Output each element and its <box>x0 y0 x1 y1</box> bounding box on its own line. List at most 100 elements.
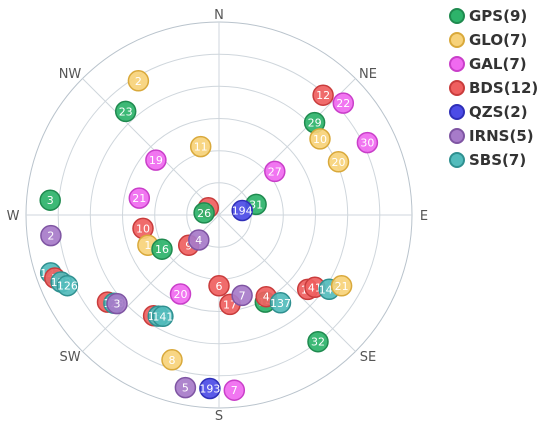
satellite-glo-8[interactable]: 8 <box>161 349 183 371</box>
direction-nw: NW <box>59 67 82 82</box>
satellite-label: 4 <box>263 291 270 304</box>
satellite-label: 193 <box>199 383 220 396</box>
satellite-sbs-141[interactable]: 141 <box>152 305 174 328</box>
direction-w: W <box>7 209 20 224</box>
legend-item-glo[interactable]: GLO(7) <box>449 28 549 52</box>
legend-item-bds[interactable]: BDS(12) <box>449 76 549 100</box>
skyplot-grid <box>25 21 413 409</box>
legend-item-qzs[interactable]: QZS(2) <box>449 100 549 124</box>
satellite-label: 26 <box>197 207 211 220</box>
satellite-glo-2[interactable]: 2 <box>127 70 150 92</box>
satellite-marker <box>193 202 215 224</box>
satellite-sbs-126[interactable]: 126 <box>56 274 79 297</box>
satellite-label: 1 <box>144 239 151 252</box>
direction-e: E <box>420 209 428 224</box>
satellite-gal-30[interactable]: 30 <box>356 131 379 154</box>
satellite-marker <box>312 84 334 106</box>
legend-label-glo: GLO(7) <box>469 31 528 49</box>
satellite-label: 3 <box>114 298 121 311</box>
legend-marker-bds <box>449 80 465 96</box>
satellite-glo-21[interactable]: 21 <box>330 275 353 297</box>
satellite-irns-3[interactable]: 3 <box>106 292 128 315</box>
satellite-marker <box>174 376 197 399</box>
legend-item-sbs[interactable]: SBS(7) <box>449 148 549 172</box>
satellite-glo-10[interactable]: 10 <box>309 128 331 150</box>
constellation-legend: GPS(9) GLO(7) GAL(7) BDS(12) QZS(2) IRNS… <box>449 4 549 172</box>
satellite-glo-20[interactable]: 20 <box>327 151 350 173</box>
satellite-label: 10 <box>313 133 327 146</box>
satellite-gal-22[interactable]: 22 <box>332 92 355 114</box>
satellite-irns-7[interactable]: 7 <box>231 284 253 307</box>
satellite-label: 30 <box>360 137 374 150</box>
satellite-gps-32[interactable]: 32 <box>307 330 329 353</box>
satellite-qzs-193[interactable]: 193 <box>199 377 221 400</box>
satellite-label: 2 <box>47 230 54 243</box>
satellite-label: 141 <box>152 310 173 323</box>
legend-label-gal: GAL(7) <box>469 55 527 73</box>
satellite-qzs-194[interactable]: 194 <box>231 199 253 222</box>
satellite-gal-27[interactable]: 27 <box>264 160 286 183</box>
satellite-bds-6[interactable]: 6 <box>208 275 230 297</box>
satellite-gps-3[interactable]: 3 <box>39 189 61 211</box>
satellite-marker <box>231 199 253 222</box>
satellite-marker <box>188 229 210 251</box>
satellite-gps-26[interactable]: 26 <box>193 202 215 224</box>
satellite-gps-23[interactable]: 23 <box>114 100 137 123</box>
satellite-marker <box>269 292 292 314</box>
satellite-marker <box>307 330 329 353</box>
legend-item-irns[interactable]: IRNS(5) <box>449 124 549 148</box>
satellite-marker <box>189 135 212 158</box>
satellite-marker <box>40 224 62 247</box>
satellite-marker <box>223 379 246 401</box>
satellite-marker <box>145 149 167 171</box>
satellite-label: 23 <box>119 105 133 118</box>
satellite-marker <box>151 238 173 260</box>
direction-s: S <box>215 409 223 424</box>
satellite-sbs-137[interactable]: 137 <box>269 292 292 314</box>
satellite-marker <box>152 305 174 328</box>
direction-n: N <box>214 8 224 23</box>
satellite-gal-19[interactable]: 19 <box>145 149 167 171</box>
satellite-label: 32 <box>311 336 325 349</box>
legend-label-sbs: SBS(7) <box>469 151 527 169</box>
satellite-label: 20 <box>174 288 188 301</box>
satellite-label: 21 <box>335 280 349 293</box>
satellite-marker <box>161 349 183 371</box>
satellite-marker <box>356 131 379 154</box>
satellite-label: 7 <box>239 289 246 302</box>
satellite-bds-12[interactable]: 12 <box>312 84 334 106</box>
legend-marker-glo <box>449 32 465 48</box>
satellite-gal-20[interactable]: 20 <box>169 283 192 305</box>
satellite-gal-7[interactable]: 7 <box>223 379 246 401</box>
satellite-label: 9 <box>185 239 192 252</box>
satellite-label: 137 <box>270 297 291 310</box>
legend-marker-irns <box>449 128 465 144</box>
legend-label-bds: BDS(12) <box>469 79 539 97</box>
satellite-label: 8 <box>169 354 176 367</box>
satellite-gps-16[interactable]: 16 <box>151 238 173 260</box>
satellite-marker <box>114 100 137 123</box>
legend-item-gal[interactable]: GAL(7) <box>449 52 549 76</box>
satellite-gps-29[interactable]: 29 <box>303 111 326 134</box>
satellite-label: 22 <box>336 97 350 110</box>
satellite-marker <box>127 70 150 92</box>
satellite-glo-11[interactable]: 11 <box>189 135 212 158</box>
legend-item-gps[interactable]: GPS(9) <box>449 4 549 28</box>
direction-ne: NE <box>359 67 377 82</box>
satellite-label: 20 <box>332 156 346 169</box>
satellite-irns-4[interactable]: 4 <box>188 229 210 251</box>
satellite-label: 7 <box>231 384 238 397</box>
satellite-bds-10[interactable]: 10 <box>132 217 154 240</box>
satellite-label: 21 <box>132 192 146 205</box>
satellite-irns-5[interactable]: 5 <box>174 376 197 399</box>
satellite-gal-21[interactable]: 21 <box>128 187 151 209</box>
satellite-irns-2[interactable]: 2 <box>40 224 62 247</box>
satellite-label: 41 <box>308 281 322 294</box>
legend-marker-qzs <box>449 104 465 120</box>
satellite-marker <box>264 160 286 183</box>
satellite-label: 29 <box>308 117 322 130</box>
satellite-label: 5 <box>182 382 189 395</box>
satellite-marker <box>39 189 61 211</box>
legend-marker-gal <box>449 56 465 72</box>
satellite-label: 16 <box>155 243 169 256</box>
